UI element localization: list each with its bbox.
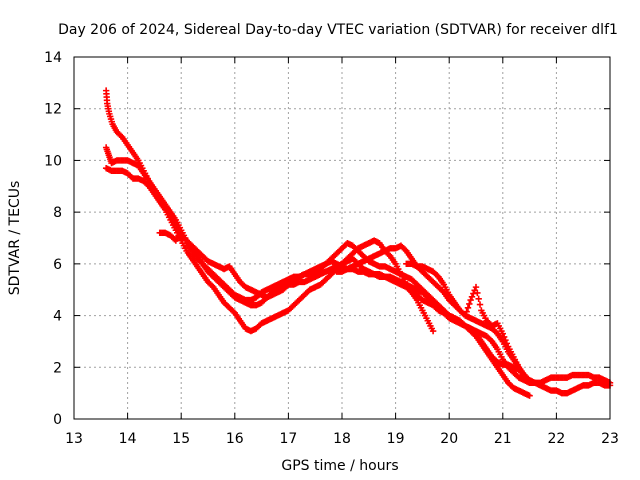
x-tick-label: 18: [333, 431, 351, 447]
grid-layer: [74, 57, 610, 419]
y-tick-label: 4: [53, 309, 62, 325]
x-axis-label: GPS time / hours: [281, 458, 398, 474]
y-tick-label: 0: [53, 412, 62, 428]
data-point: [466, 300, 473, 308]
y-tick-label: 8: [53, 205, 62, 221]
x-tick-label: 14: [119, 431, 137, 447]
data-point: [503, 340, 511, 347]
data-layer: [102, 87, 614, 399]
data-point: [526, 379, 533, 386]
data-point: [462, 312, 469, 319]
x-tick-label: 22: [547, 431, 565, 447]
data-point: [502, 336, 509, 344]
data-point: [472, 283, 480, 291]
data-point: [429, 327, 437, 335]
x-tick-label: 23: [601, 431, 619, 447]
x-tick-label: 21: [494, 431, 512, 447]
data-point: [476, 301, 484, 308]
tick-layer: 13 14 15 16 17 18 19 20 21 22 23 0 2 4 6 8 10 12 14: [44, 50, 619, 447]
x-tick-label: 20: [440, 431, 458, 447]
x-tick-label: 15: [172, 431, 190, 447]
data-point: [499, 330, 506, 337]
series-trace-4: [156, 229, 614, 397]
series-trace-6: [403, 260, 528, 379]
x-tick-label: 16: [226, 431, 244, 447]
data-point: [474, 289, 481, 297]
series-trace-3: [102, 164, 614, 386]
data-point: [464, 304, 472, 312]
x-tick-label: 17: [279, 431, 297, 447]
data-point: [521, 371, 528, 379]
chart-title: Day 206 of 2024, Sidereal Day-to-day VTE…: [58, 22, 618, 38]
data-point: [475, 295, 482, 302]
data-point: [500, 333, 508, 341]
y-tick-label: 2: [53, 360, 62, 376]
y-tick-label: 6: [53, 257, 62, 273]
y-tick-label: 14: [44, 50, 62, 66]
data-point: [467, 296, 474, 304]
x-tick-label: 13: [65, 431, 83, 447]
data-point: [463, 308, 470, 315]
y-tick-label: 10: [44, 153, 62, 169]
x-tick-label: 19: [387, 431, 405, 447]
y-axis-label: SDTVAR / TECUs: [7, 181, 23, 296]
data-point: [468, 293, 476, 301]
y-tick-label: 12: [44, 102, 62, 118]
data-point: [526, 392, 533, 399]
